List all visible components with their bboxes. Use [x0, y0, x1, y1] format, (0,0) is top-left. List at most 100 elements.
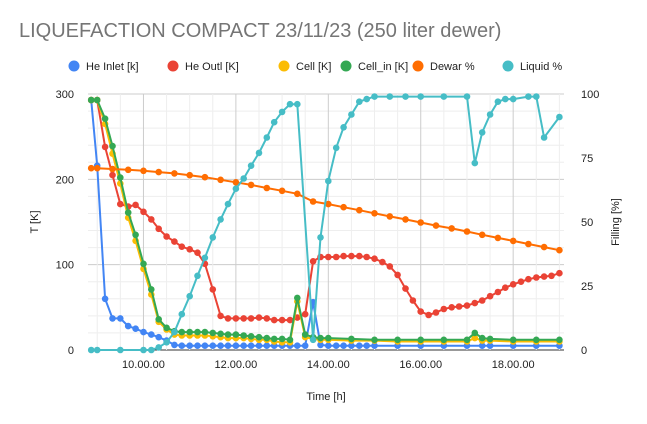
data-point — [217, 330, 224, 338]
data-point — [178, 328, 186, 336]
legend-item-liquid: Liquid % — [502, 60, 562, 73]
data-point — [386, 263, 394, 270]
data-point — [201, 328, 209, 336]
data-point — [294, 190, 301, 198]
legend-label: Cell_in [K] — [358, 61, 408, 73]
series-line — [91, 99, 560, 344]
data-point — [155, 344, 162, 351]
legend-marker — [502, 60, 514, 72]
data-point — [224, 315, 232, 322]
data-point — [247, 342, 255, 350]
legend-item-he-inlet-k: He Inlet [k] — [68, 60, 139, 73]
data-point — [148, 216, 155, 223]
data-point — [194, 328, 201, 336]
x-tick-label: 14.00.00 — [307, 359, 350, 371]
data-point — [286, 100, 294, 108]
data-point — [540, 273, 548, 280]
data-point — [432, 309, 440, 316]
data-point — [494, 98, 502, 105]
data-point — [440, 93, 448, 100]
data-point — [93, 164, 101, 172]
data-point — [325, 177, 332, 185]
data-point — [171, 238, 178, 245]
data-point — [93, 346, 101, 354]
series-line — [91, 99, 560, 322]
data-point — [224, 331, 232, 338]
data-point — [309, 336, 317, 344]
data-point — [317, 234, 324, 241]
data-point — [556, 246, 563, 254]
data-point — [140, 167, 147, 175]
legend-label: He Outl [K] — [185, 61, 239, 73]
data-point — [171, 170, 178, 177]
data-point — [502, 95, 509, 103]
data-point — [117, 315, 124, 322]
data-point — [209, 234, 217, 241]
data-point — [371, 336, 378, 344]
data-point — [148, 346, 155, 354]
data-point — [471, 334, 479, 342]
data-point — [486, 292, 494, 300]
data-point — [294, 294, 301, 302]
data-point — [240, 315, 247, 322]
y-tick-label: 300 — [56, 89, 74, 101]
data-point — [332, 342, 340, 350]
data-point — [371, 210, 378, 217]
data-point — [402, 285, 409, 292]
data-point — [548, 272, 555, 280]
data-point — [294, 100, 301, 108]
data-point — [525, 275, 532, 283]
chart-title: LIQUEFACTION COMPACT 23/11/23 (250 liter… — [19, 20, 502, 42]
series-layer — [87, 93, 563, 354]
series-line — [91, 99, 560, 341]
data-point — [155, 316, 162, 323]
data-point — [194, 272, 201, 280]
data-point — [148, 286, 155, 293]
data-point — [371, 93, 378, 100]
data-point — [478, 334, 486, 342]
data-point — [379, 258, 386, 266]
data-point — [301, 310, 309, 318]
legend-label: Dewar % — [430, 61, 475, 73]
data-point — [109, 165, 116, 173]
data-point — [155, 225, 162, 233]
data-point — [117, 346, 124, 354]
data-point — [209, 329, 217, 337]
gridlines — [88, 93, 564, 351]
data-point — [533, 336, 540, 344]
legend-label: Cell [K] — [296, 61, 331, 73]
data-point — [332, 253, 340, 261]
data-point — [255, 314, 263, 321]
data-point — [448, 304, 456, 311]
data-point — [517, 278, 525, 286]
data-point — [247, 162, 255, 169]
data-point — [209, 342, 217, 350]
data-point — [478, 342, 486, 350]
data-point — [301, 331, 309, 338]
data-point — [402, 216, 409, 223]
data-point — [117, 200, 124, 208]
data-point — [247, 315, 255, 322]
data-point — [509, 95, 517, 103]
data-point — [270, 335, 278, 343]
series-dewar — [87, 164, 563, 254]
data-point — [478, 297, 486, 304]
y-tick-label: 200 — [56, 174, 74, 186]
data-point — [148, 331, 155, 338]
y-tick-label: 100 — [56, 260, 74, 272]
y2-tick-label: 50 — [581, 217, 593, 229]
data-point — [217, 312, 224, 320]
data-point — [232, 315, 240, 322]
data-point — [109, 315, 116, 322]
data-point — [140, 208, 147, 216]
data-point — [247, 181, 255, 189]
y2-axis-title: Filling [%] — [610, 198, 622, 246]
data-point — [178, 310, 186, 318]
y2-tick-label: 75 — [581, 153, 593, 165]
data-point — [171, 328, 178, 336]
data-point — [263, 315, 271, 322]
data-point — [155, 168, 162, 176]
data-point — [263, 342, 271, 350]
data-point — [101, 295, 109, 303]
y-tick-label: 0 — [68, 345, 74, 357]
